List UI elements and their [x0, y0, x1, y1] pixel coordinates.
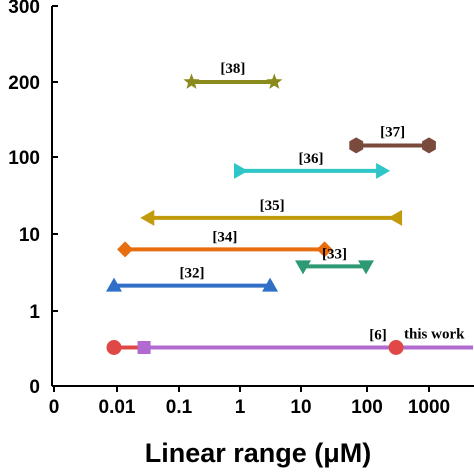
y-tick-label: 200: [8, 73, 40, 94]
series-label-32: [32]: [180, 266, 205, 282]
series-labels: [38] [37] [36] [35] [34] [33] [32] [6] this work: [180, 61, 466, 344]
series-marker-end-38: [266, 73, 283, 89]
axes: 0 0.01 0.1 1 10 100 1000 0 1 10 100 200 300: [8, 0, 474, 418]
y-tick-label: 300: [8, 0, 40, 18]
x-tick-label: 1: [235, 397, 246, 418]
series-marker-end-34: [316, 241, 333, 258]
x-tick-label: 1000: [408, 397, 450, 418]
series-marker-end-36: [376, 162, 391, 179]
y-tick-label: 1: [29, 302, 40, 323]
series-marker-start-38: [183, 73, 200, 89]
y-tick-label: 100: [8, 148, 40, 169]
x-tick-label: 100: [351, 397, 383, 418]
series-label-34: [34]: [212, 229, 237, 245]
series-marker-end-32: [262, 277, 279, 292]
x-axis-label: Linear range (μM): [145, 438, 372, 468]
series-label-38: [38]: [220, 61, 245, 77]
series-marker-start-33: [295, 260, 311, 275]
series-marker-start-36: [234, 162, 248, 179]
x-tick-label: 0: [49, 397, 60, 418]
series-lines: [114, 80, 474, 350]
series-marker-start-this-work: [137, 341, 151, 354]
series-label-33: [33]: [322, 246, 347, 262]
series-label-36: [36]: [299, 151, 324, 167]
series-marker-start-34: [117, 241, 134, 258]
series-label-35: [35]: [260, 198, 285, 214]
series-marker-end-35: [388, 209, 403, 226]
series-marker-start-32: [106, 277, 122, 292]
series-label-this-work: this work: [404, 327, 465, 343]
x-tick-label: 10: [290, 397, 311, 418]
series-marker-start-37: [349, 137, 364, 154]
x-tick-label: 0.1: [166, 397, 193, 418]
series-markers: [106, 73, 436, 355]
x-tick-label: 0.01: [99, 397, 136, 418]
y-tick-label: 0: [29, 377, 40, 398]
series-marker-start-6: [106, 340, 122, 355]
y-tick-label: 10: [19, 225, 40, 246]
series-marker-end-6: [388, 340, 404, 355]
series-label-6: [6]: [369, 328, 387, 344]
series-label-37: [37]: [380, 124, 405, 140]
series-marker-start-35: [140, 209, 155, 226]
series-marker-end-37: [422, 137, 436, 154]
series-marker-end-33: [358, 260, 374, 275]
